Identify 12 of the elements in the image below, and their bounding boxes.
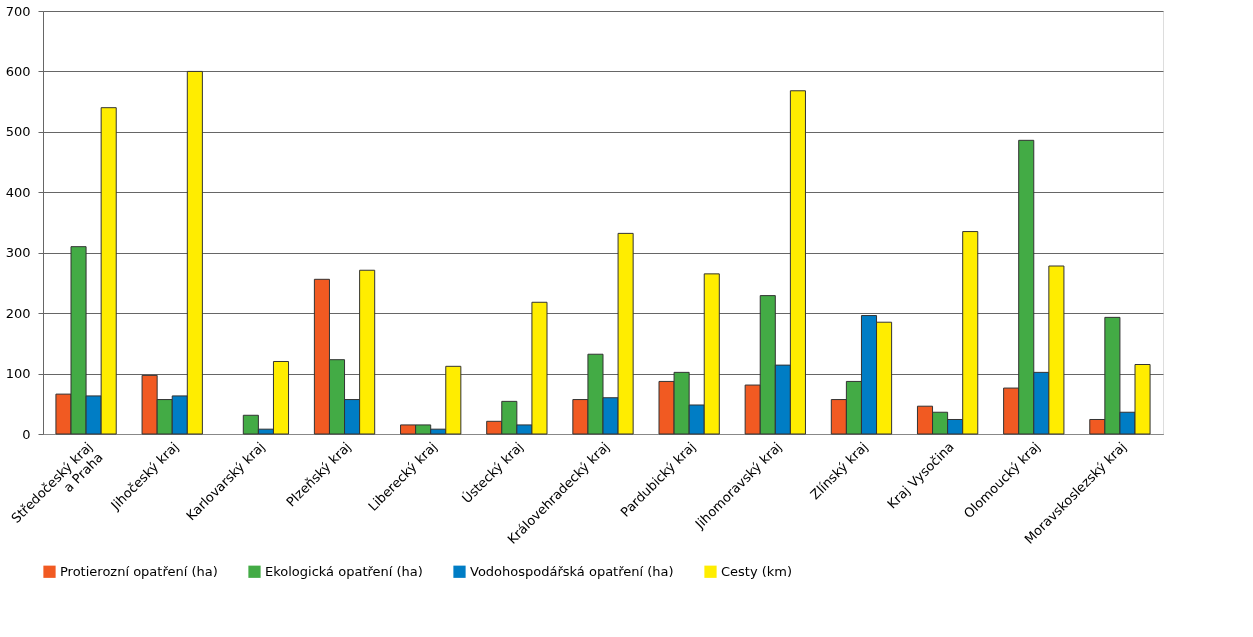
y-tick-label: 200: [5, 305, 31, 321]
y-tick-label: 0: [22, 426, 31, 442]
y-tick-label: 400: [5, 184, 31, 200]
legend-label: Cesty (km): [721, 563, 793, 579]
y-tick-label: 700: [5, 3, 31, 19]
legend-label: Protierozní opatření (ha): [60, 563, 218, 579]
y-tick-label: 100: [5, 366, 31, 382]
y-tick-label: 500: [5, 124, 31, 140]
legend-label: Ekologická opatření (ha): [265, 563, 423, 579]
y-tick-label: 300: [5, 245, 31, 261]
y-tick-label: 600: [5, 63, 31, 79]
legend-label: Vodohospodářská opatření (ha): [470, 563, 674, 579]
